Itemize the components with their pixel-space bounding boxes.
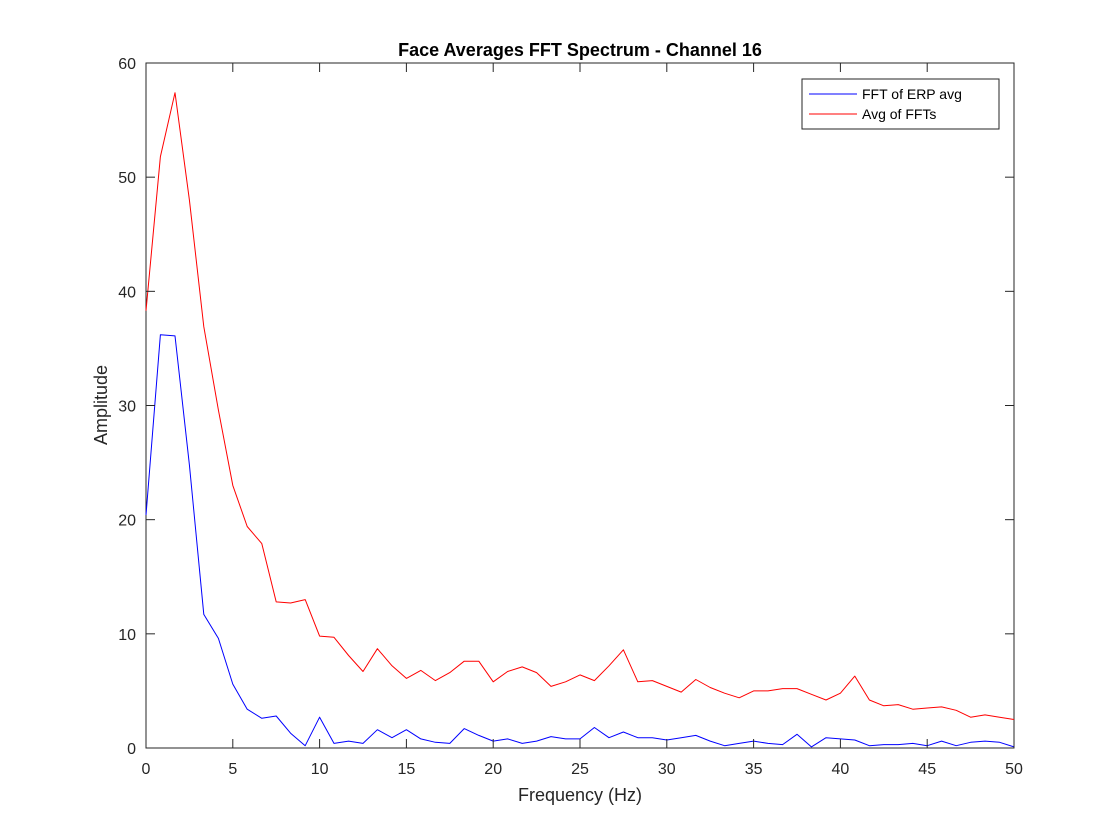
y-tick-label: 50 (118, 170, 136, 187)
y-tick-label: 60 (118, 56, 136, 73)
series-line-avg-of-ffts (145, 92, 1015, 720)
x-tick-label: 0 (142, 761, 151, 778)
series-line-fft-of-erp-avg (145, 334, 1015, 748)
y-axis-ticks: 0 10 20 30 40 50 60 (118, 56, 1014, 758)
x-tick-label: 5 (228, 761, 237, 778)
y-axis-label: Amplitude (91, 365, 111, 445)
x-tick-label: 20 (484, 761, 502, 778)
legend-box (801, 78, 1000, 130)
x-tick-label: 35 (745, 761, 763, 778)
x-tick-label: 50 (1005, 761, 1023, 778)
y-tick-label: 40 (118, 284, 136, 301)
chart-title: Face Averages FFT Spectrum - Channel 16 (398, 40, 762, 60)
x-axis-ticks: 0 5 10 15 20 25 30 35 40 45 50 (142, 63, 1023, 778)
x-tick-label: 15 (398, 761, 416, 778)
plot-area (145, 62, 1015, 749)
x-tick-label: 25 (571, 761, 589, 778)
x-axis-label: Frequency (Hz) (518, 785, 642, 805)
y-tick-label: 30 (118, 399, 136, 416)
x-tick-label: 10 (311, 761, 329, 778)
legend: FFT of ERP avg Avg of FFTs (801, 78, 1000, 130)
legend-label-erp: FFT of ERP avg (862, 86, 962, 102)
y-tick-label: 10 (118, 627, 136, 644)
y-tick-label: 0 (127, 741, 136, 758)
x-tick-label: 40 (832, 761, 850, 778)
x-tick-label: 30 (658, 761, 676, 778)
x-tick-label: 45 (918, 761, 936, 778)
axes-box (145, 62, 1015, 749)
legend-label-avg: Avg of FFTs (862, 106, 936, 122)
y-tick-label: 20 (118, 513, 136, 530)
series-layer (145, 92, 1015, 748)
